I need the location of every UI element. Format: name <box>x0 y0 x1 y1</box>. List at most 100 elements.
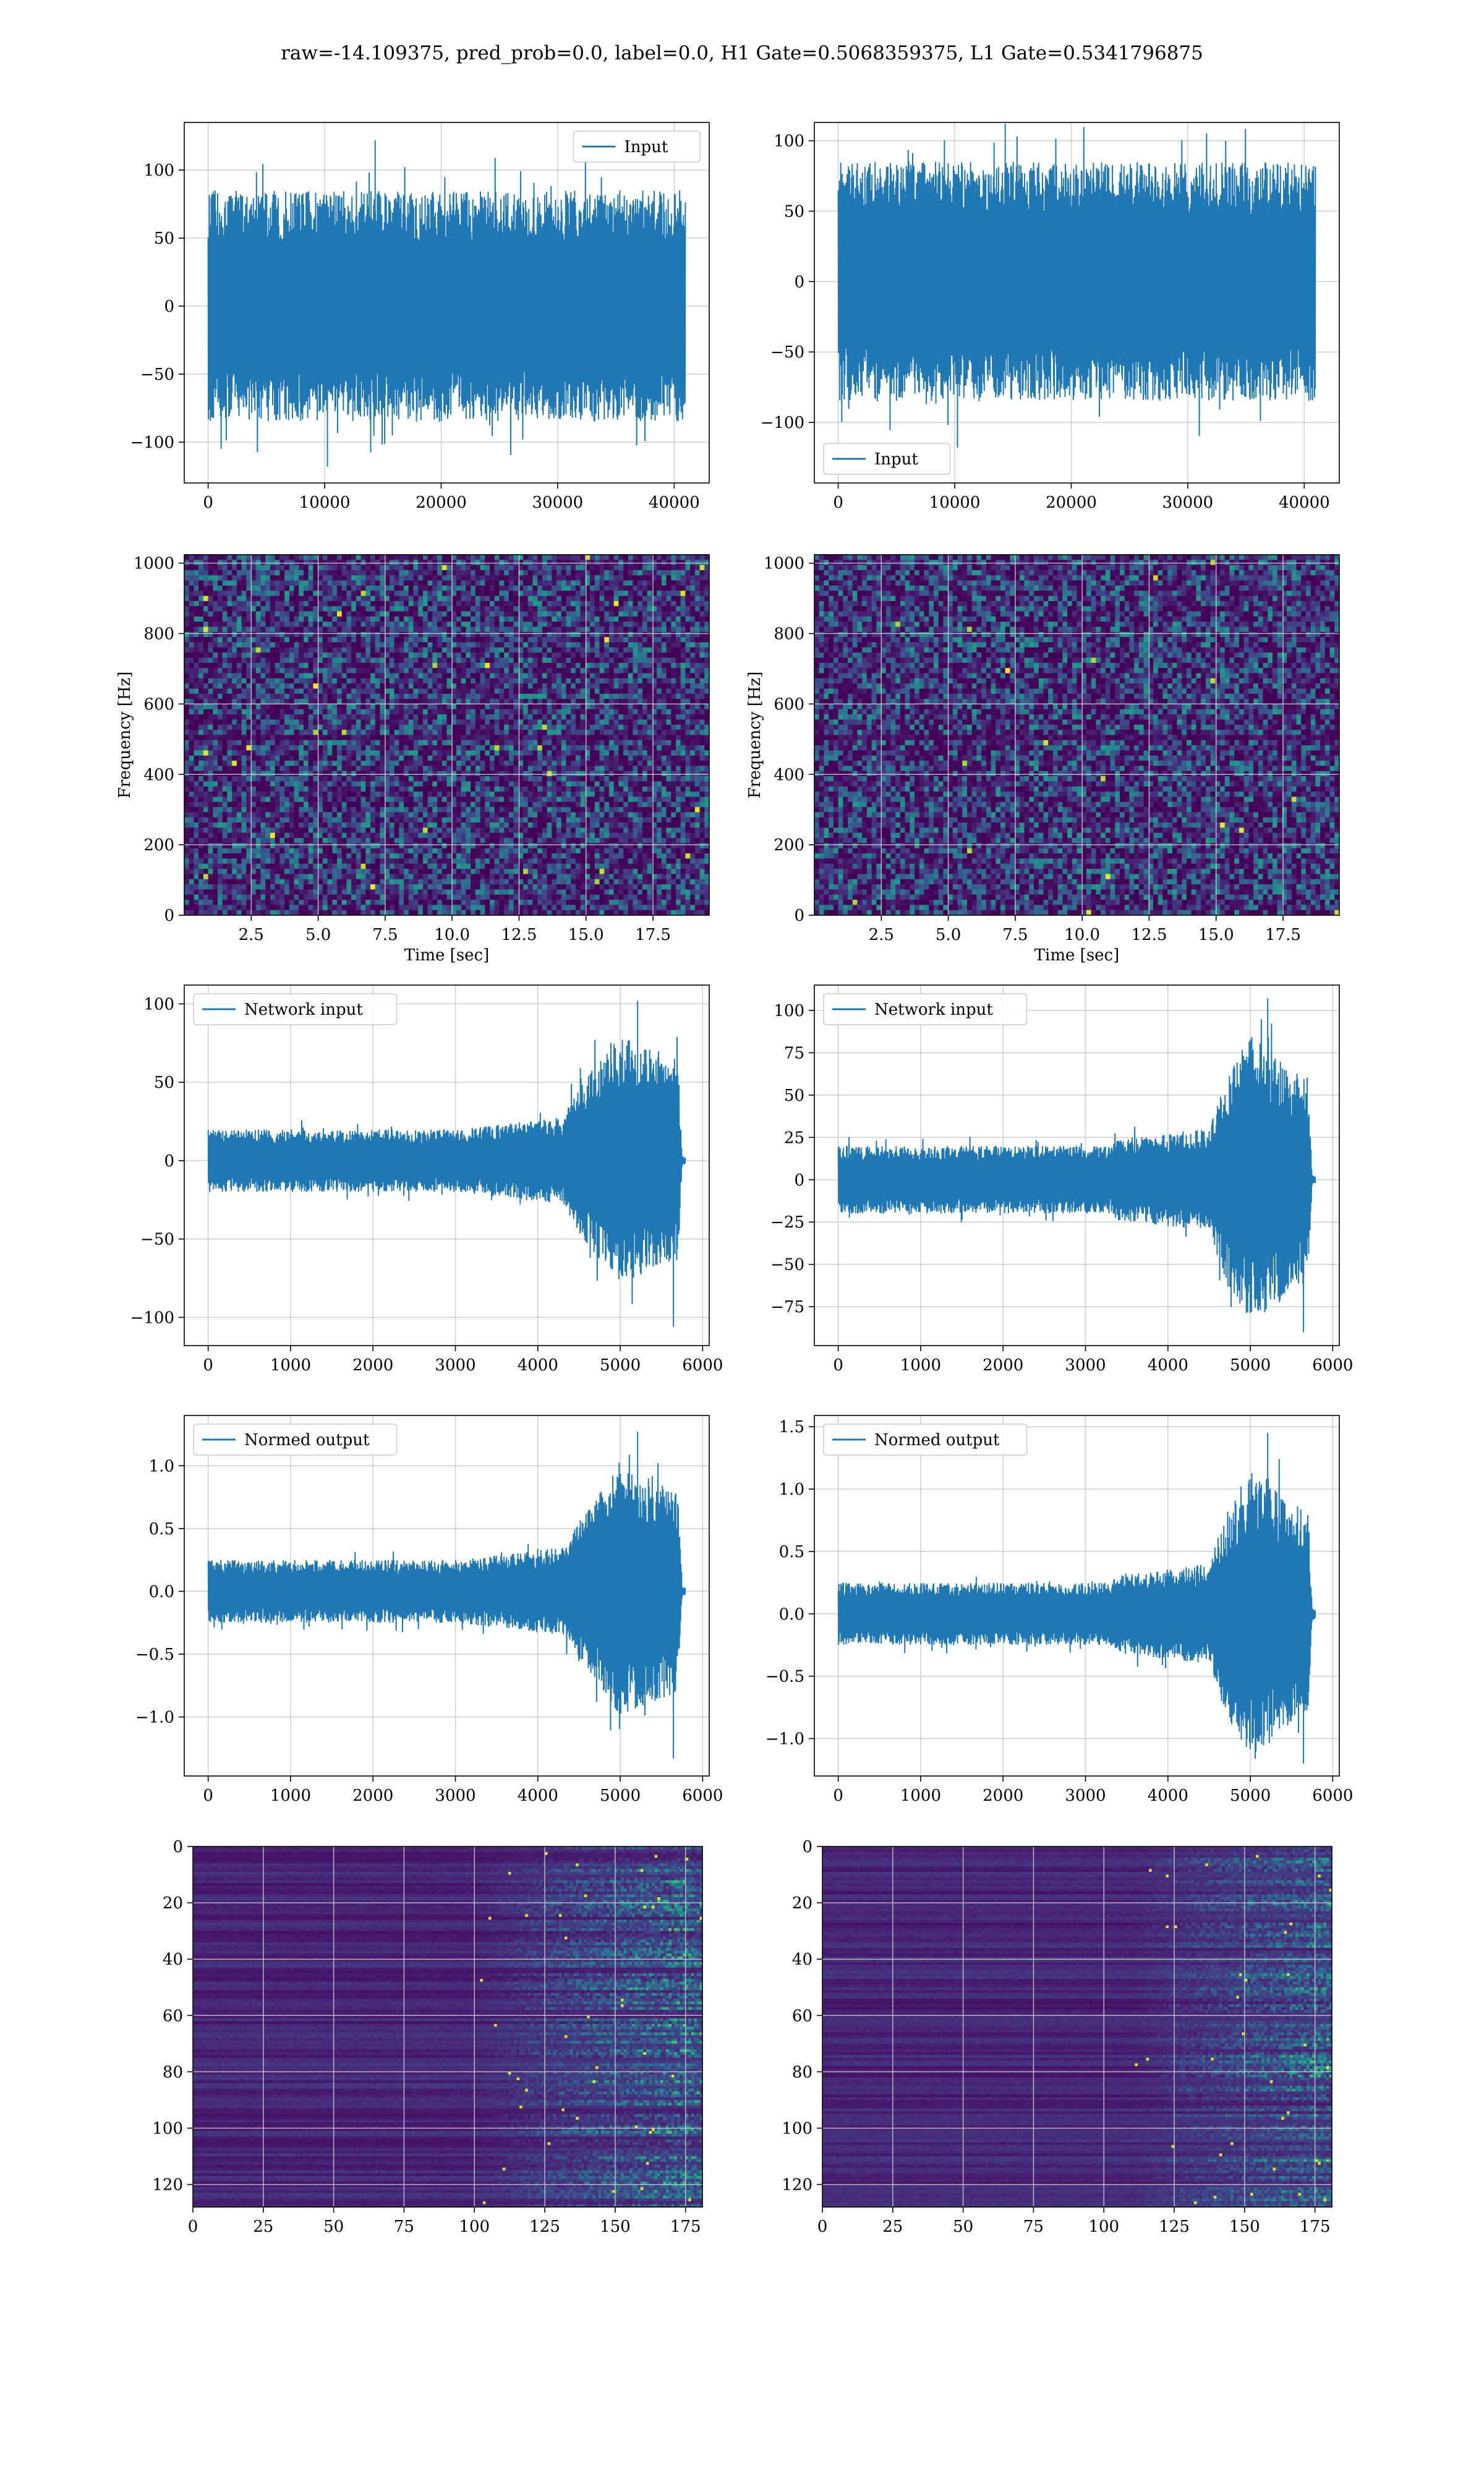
y-tick-label: −0.5 <box>765 1668 804 1686</box>
y-tick-label: 1.0 <box>149 1457 174 1475</box>
y-tick-label: 0 <box>164 1152 174 1171</box>
x-tick-label: 2000 <box>352 1787 393 1805</box>
x-tick-label: 30000 <box>532 493 584 512</box>
legend: Network input <box>824 994 1027 1025</box>
y-tick-label: 60 <box>792 2007 812 2025</box>
y-tick-label: 40 <box>163 1950 183 1969</box>
x-tick-label: 25 <box>882 2218 903 2236</box>
y-tick-label: 0 <box>164 297 174 316</box>
y-axis-label: Frequency [Hz] <box>746 672 764 799</box>
x-tick-label: 2000 <box>352 1356 393 1375</box>
x-tick-label: 4000 <box>518 1356 558 1375</box>
x-tick-label: 2.5 <box>869 926 894 944</box>
heatmap-image <box>822 1846 1333 2208</box>
y-tick-label: 0 <box>802 1838 812 1856</box>
x-tick-label: 3000 <box>435 1356 475 1375</box>
legend-label: Normed output <box>244 1431 370 1449</box>
x-tick-label: 10.0 <box>1064 926 1100 944</box>
y-tick-label: 100 <box>143 161 174 180</box>
x-tick-label: 40000 <box>649 493 700 512</box>
y-tick-label: 100 <box>774 132 804 151</box>
x-tick-label: 6000 <box>682 1787 723 1805</box>
y-tick-label: 60 <box>163 2007 183 2025</box>
x-tick-label: 10000 <box>929 493 981 512</box>
x-tick-label: 5000 <box>1230 1356 1271 1375</box>
y-tick-label: 200 <box>143 836 174 855</box>
y-tick-label: 50 <box>784 1086 804 1105</box>
x-tick-label: 2000 <box>983 1356 1023 1375</box>
x-tick-label: 6000 <box>1312 1787 1353 1805</box>
y-tick-label: 20 <box>163 1894 183 1913</box>
x-tick-label: 3000 <box>435 1787 475 1805</box>
x-tick-label: 150 <box>600 2218 631 2236</box>
x-tick-label: 75 <box>394 2218 414 2236</box>
y-tick-label: 400 <box>143 766 174 784</box>
legend: Network input <box>194 994 397 1025</box>
y-tick-label: 0 <box>794 273 804 291</box>
x-tick-label: 12.5 <box>1132 926 1167 944</box>
y-tick-label: 100 <box>774 1002 804 1020</box>
x-tick-label: 100 <box>459 2218 490 2236</box>
y-tick-label: 200 <box>774 836 804 855</box>
y-tick-label: 1.5 <box>779 1418 804 1437</box>
y-tick-label: 1.0 <box>779 1480 804 1499</box>
y-tick-label: 800 <box>774 625 804 644</box>
y-tick-label: 100 <box>152 2119 183 2138</box>
y-tick-label: 50 <box>784 202 804 221</box>
y-tick-label: −100 <box>130 1308 174 1327</box>
legend: Normed output <box>194 1424 397 1455</box>
y-tick-label: 400 <box>774 766 804 784</box>
y-tick-label: 1000 <box>134 555 174 573</box>
legend-label: Input <box>625 138 668 156</box>
x-tick-label: 12.5 <box>501 926 537 944</box>
x-tick-label: 175 <box>670 2218 701 2236</box>
y-tick-label: −1.0 <box>135 1709 174 1727</box>
y-tick-label: −0.5 <box>135 1646 174 1664</box>
heatmap-image <box>193 1846 703 2208</box>
x-tick-label: 15.0 <box>568 926 604 944</box>
y-tick-label: 25 <box>784 1129 804 1147</box>
x-tick-label: 10000 <box>299 493 351 512</box>
x-tick-label: 20000 <box>1046 493 1097 512</box>
x-tick-label: 75 <box>1023 2218 1044 2236</box>
x-tick-label: 1000 <box>900 1356 941 1375</box>
y-tick-label: 0.0 <box>779 1605 804 1624</box>
y-tick-label: 50 <box>154 229 174 248</box>
x-tick-label: 125 <box>1159 2218 1190 2236</box>
y-tick-label: 0 <box>794 907 804 925</box>
x-tick-label: 0 <box>188 2218 198 2236</box>
x-tick-label: 0 <box>833 1356 843 1375</box>
x-tick-label: 4000 <box>1148 1356 1188 1375</box>
legend: Normed output <box>824 1424 1027 1455</box>
x-tick-label: 25 <box>253 2218 273 2236</box>
series-line-normed-h1 <box>208 1432 686 1758</box>
y-axis-label: Frequency [Hz] <box>116 672 134 799</box>
x-tick-label: 30000 <box>1162 493 1214 512</box>
x-tick-label: 6000 <box>1312 1356 1353 1375</box>
x-tick-label: 0 <box>203 493 213 512</box>
x-tick-label: 7.5 <box>1002 926 1028 944</box>
series-line-netin-l1 <box>838 999 1316 1332</box>
series-line-input-h1 <box>208 140 686 467</box>
figure-suptitle: raw=-14.109375, pred_prob=0.0, label=0.0… <box>0 42 1484 64</box>
x-tick-label: 5000 <box>1230 1787 1271 1805</box>
x-tick-label: 6000 <box>682 1356 723 1375</box>
y-tick-label: −100 <box>130 433 174 452</box>
y-tick-label: 1000 <box>764 555 804 573</box>
x-tick-label: 4000 <box>518 1787 558 1805</box>
x-tick-label: 5.0 <box>936 926 961 944</box>
x-tick-label: 5000 <box>600 1787 641 1805</box>
x-tick-label: 3000 <box>1065 1356 1106 1375</box>
x-tick-label: 50 <box>953 2218 973 2236</box>
legend-label: Input <box>874 450 918 469</box>
x-tick-label: 1000 <box>900 1787 941 1805</box>
x-tick-label: 0 <box>833 1787 843 1805</box>
